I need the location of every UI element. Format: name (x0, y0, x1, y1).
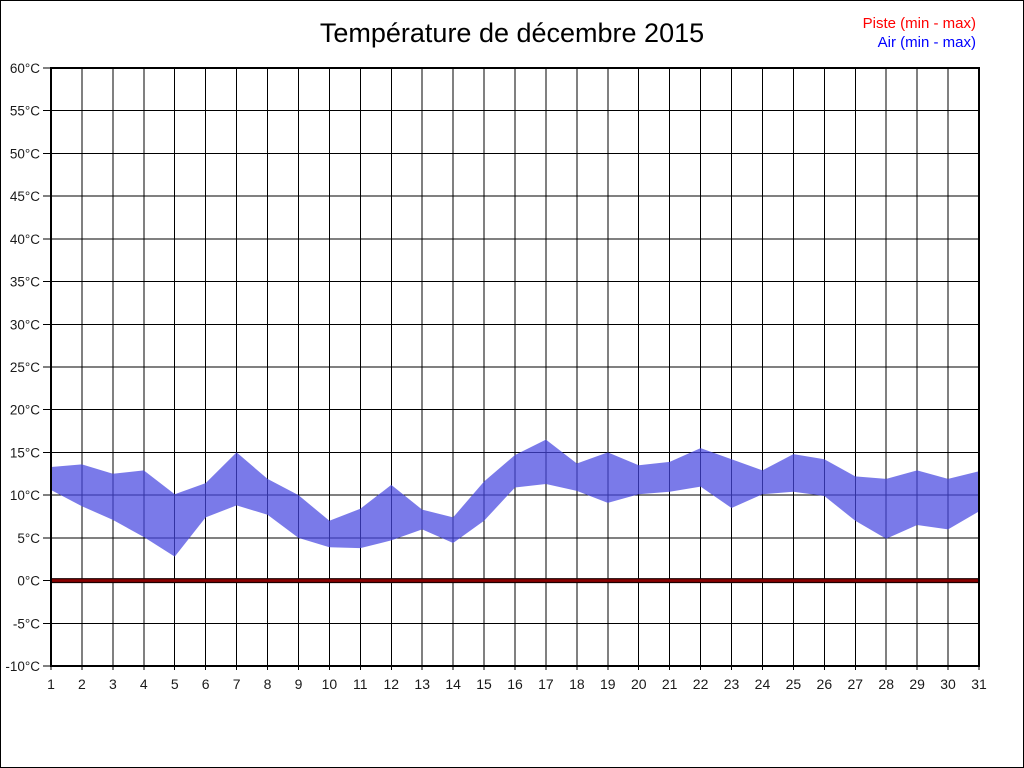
x-tick-label: 18 (569, 676, 585, 692)
x-tick-label: 2 (78, 676, 86, 692)
y-tick-label: 20°C (10, 403, 40, 418)
gridlines (50, 67, 980, 667)
x-tick-label: 21 (662, 676, 678, 692)
y-tick-label: 0°C (17, 574, 40, 589)
chart-legend: Piste (min - max) Air (min - max) (863, 14, 976, 52)
x-tick-label: 8 (264, 676, 272, 692)
x-tick-label: 15 (476, 676, 492, 692)
x-tick-label: 14 (445, 676, 461, 692)
y-tick-label: 30°C (10, 317, 40, 332)
y-tick-label: 10°C (10, 488, 40, 503)
legend-item-piste: Piste (min - max) (862, 15, 976, 32)
x-tick-label: 29 (909, 676, 925, 692)
y-tick-label: 15°C (10, 445, 40, 460)
x-tick-label: 13 (414, 676, 430, 692)
x-tick-label: 30 (940, 676, 956, 692)
x-tick-label: 25 (786, 676, 802, 692)
legend-item-air: Air (min - max) (877, 34, 976, 51)
x-tick-label: 22 (693, 676, 709, 692)
x-tick-label: 3 (109, 676, 117, 692)
y-tick-label: -5°C (13, 616, 40, 631)
y-tick-label: 35°C (10, 275, 40, 290)
x-tick-label: 9 (295, 676, 303, 692)
air-minmax-band (51, 439, 979, 557)
x-tick-label: 1 (47, 676, 55, 692)
x-tick-label: 19 (600, 676, 616, 692)
x-tick-label: 6 (202, 676, 210, 692)
x-tick-label: 24 (755, 676, 771, 692)
y-tick-label: 40°C (10, 232, 40, 247)
x-tick-label: 16 (507, 676, 523, 692)
y-tick-label: 45°C (10, 189, 40, 204)
x-tick-label: 20 (631, 676, 647, 692)
y-axis-labels: 60°C 55°C 50°C 45°C 40°C 35°C 30°C 25°C 20°C 15°C… (5, 61, 40, 674)
x-axis-labels: 1 2 3 4 5 6 7 8 9 10 11 12 13 14 15 16 17 18 19 20 21 22 23 24 2… (47, 676, 987, 692)
x-tick-label: 26 (817, 676, 833, 692)
y-tick-label: 55°C (10, 104, 40, 119)
x-tick-label: 17 (538, 676, 554, 692)
y-tick-label: 50°C (10, 146, 40, 161)
x-tick-label: 31 (971, 676, 987, 692)
plot-border (50, 67, 980, 667)
x-tick-label: 5 (171, 676, 179, 692)
x-tick-label: 10 (322, 676, 338, 692)
y-tick-label: -10°C (5, 659, 40, 674)
x-tick-label: 12 (383, 676, 399, 692)
x-tick-label: 4 (140, 676, 148, 692)
y-tick-label: 60°C (10, 61, 40, 76)
y-tick-label: 25°C (10, 360, 40, 375)
x-tick-label: 7 (233, 676, 241, 692)
x-tick-label: 27 (847, 676, 863, 692)
y-tick-label: 5°C (17, 531, 40, 546)
x-tick-label: 28 (878, 676, 894, 692)
x-tick-label: 11 (353, 676, 368, 692)
chart-title: Température de décembre 2015 (319, 18, 705, 48)
x-tick-label: 23 (724, 676, 740, 692)
